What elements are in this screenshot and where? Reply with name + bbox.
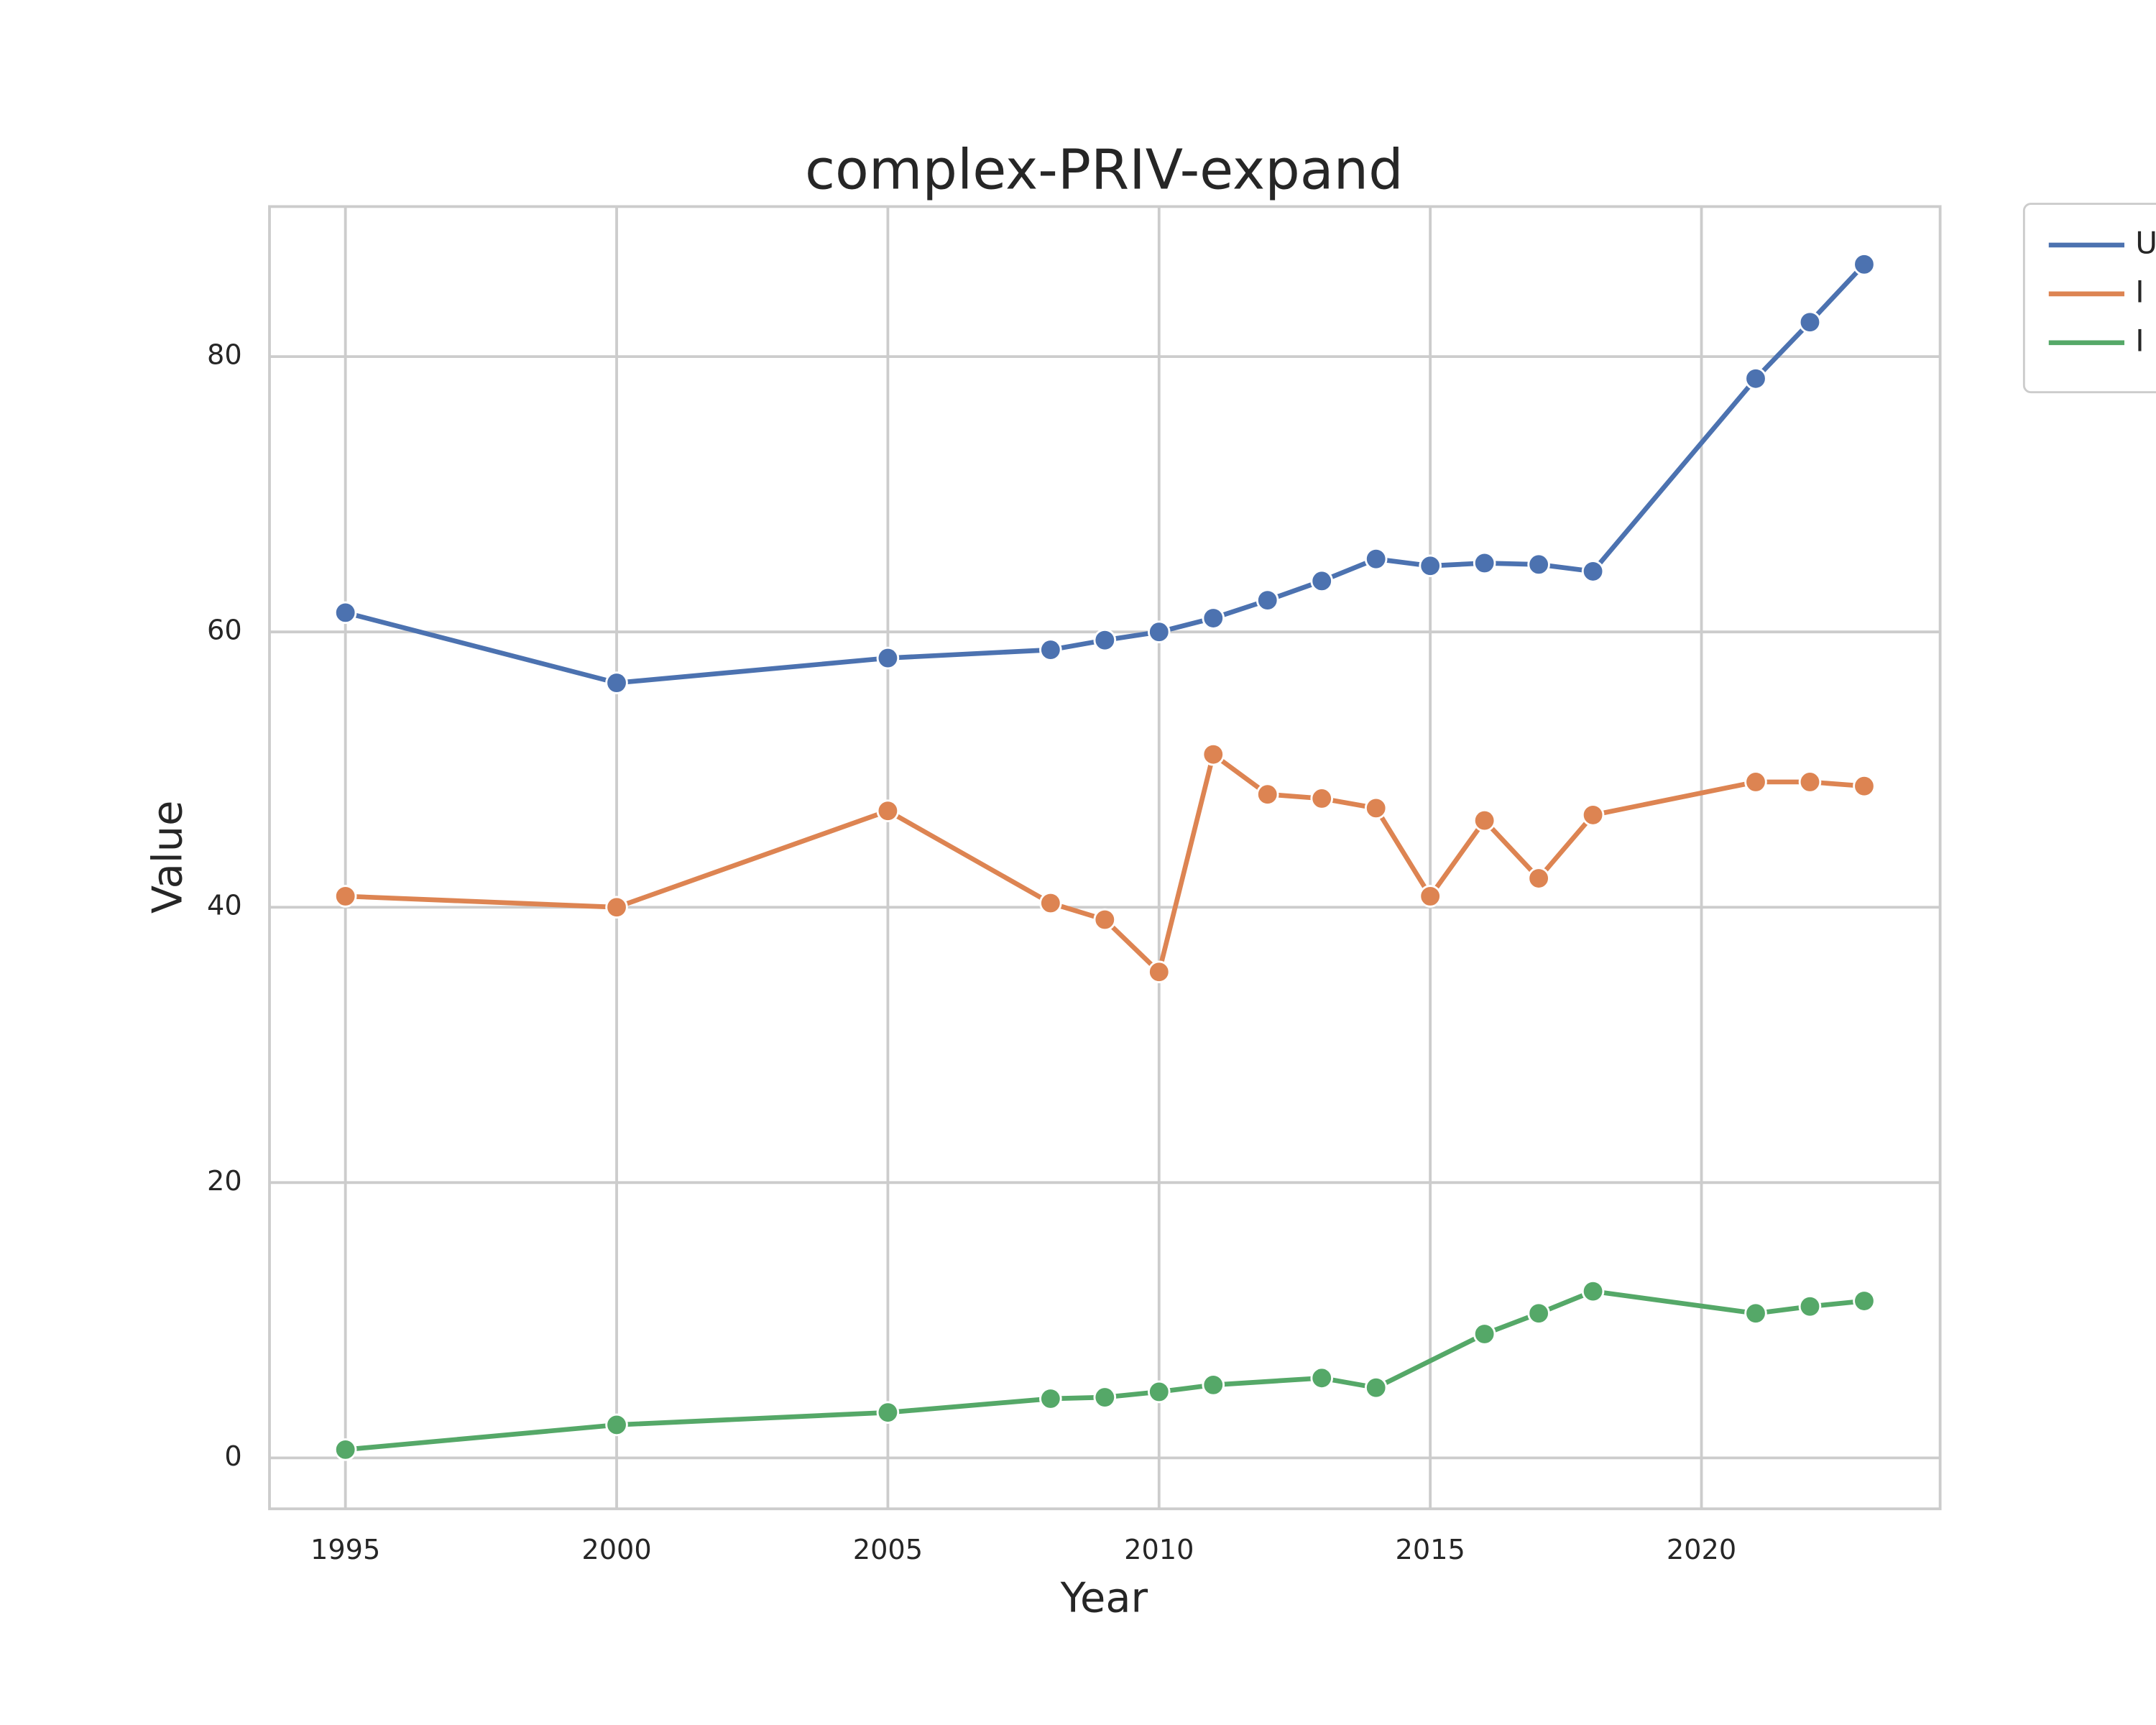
data-point	[1581, 1279, 1605, 1303]
data-point	[1527, 867, 1550, 890]
data-point	[876, 646, 900, 670]
data-point	[1202, 1374, 1225, 1397]
data-point	[1581, 804, 1605, 827]
data-point	[1093, 1386, 1117, 1409]
x-tick-label: 2005	[853, 1534, 923, 1566]
data-point	[605, 1413, 628, 1437]
data-point	[1202, 742, 1225, 766]
data-point	[1256, 589, 1279, 612]
legend-label: U	[2135, 225, 2156, 260]
data-point	[1527, 1302, 1550, 1325]
data-point	[1147, 620, 1171, 643]
data-point	[1419, 885, 1442, 908]
data-point	[605, 896, 628, 919]
data-point	[1039, 1387, 1062, 1410]
data-point	[876, 799, 900, 822]
y-axis-label: Value	[144, 801, 192, 914]
data-point	[1419, 554, 1442, 578]
data-point	[1473, 1322, 1496, 1346]
data-point	[333, 885, 357, 908]
plot-frame	[268, 205, 1942, 1511]
data-point	[1473, 809, 1496, 832]
grid	[270, 206, 1940, 1509]
y-tick-label: 80	[207, 339, 242, 372]
data-point	[605, 671, 628, 694]
legend: UII	[2048, 225, 2156, 358]
data-point	[333, 601, 357, 625]
data-point	[1310, 569, 1333, 593]
data-point	[1853, 1289, 1876, 1312]
data-point	[1310, 1366, 1333, 1390]
data-point	[1364, 796, 1388, 820]
y-tick-label: 20	[207, 1165, 242, 1197]
data-point	[1202, 607, 1225, 630]
data-point	[1310, 787, 1333, 810]
x-tick-label: 2000	[581, 1534, 651, 1566]
data-point	[1147, 1380, 1171, 1404]
y-tick-label: 60	[207, 615, 242, 647]
x-axis-label: Year	[1060, 1574, 1148, 1622]
data-point	[1364, 1376, 1388, 1399]
y-tick-label: 40	[207, 890, 242, 922]
data-point	[1581, 560, 1605, 583]
data-point	[1093, 908, 1117, 932]
legend-label: I	[2135, 323, 2144, 358]
data-point	[1744, 1302, 1767, 1325]
x-tick-label: 2015	[1395, 1534, 1465, 1566]
data-point	[1256, 783, 1279, 806]
data-point	[1527, 553, 1550, 576]
data-point	[1798, 770, 1822, 794]
data-point	[1744, 367, 1767, 390]
data-point	[333, 1438, 357, 1461]
data-point	[1039, 891, 1062, 915]
x-tick-label: 1995	[310, 1534, 380, 1566]
data-point	[1039, 638, 1062, 661]
data-point	[876, 1401, 900, 1424]
data-point	[1364, 547, 1388, 571]
data-point	[1147, 960, 1171, 984]
data-point	[1798, 310, 1822, 334]
data-point	[1093, 628, 1117, 652]
chart-title: complex-PRIV-expand	[805, 138, 1404, 202]
y-tick-label: 0	[224, 1440, 241, 1473]
data-point	[1798, 1294, 1822, 1318]
data-point	[1853, 774, 1876, 798]
data-point	[1744, 770, 1767, 794]
data-point	[1473, 551, 1496, 575]
data-point	[1853, 253, 1876, 276]
x-tick-label: 2010	[1124, 1534, 1194, 1566]
legend-label: I	[2135, 274, 2144, 309]
x-tick-label: 2020	[1667, 1534, 1736, 1566]
plot-area	[333, 253, 1876, 1461]
